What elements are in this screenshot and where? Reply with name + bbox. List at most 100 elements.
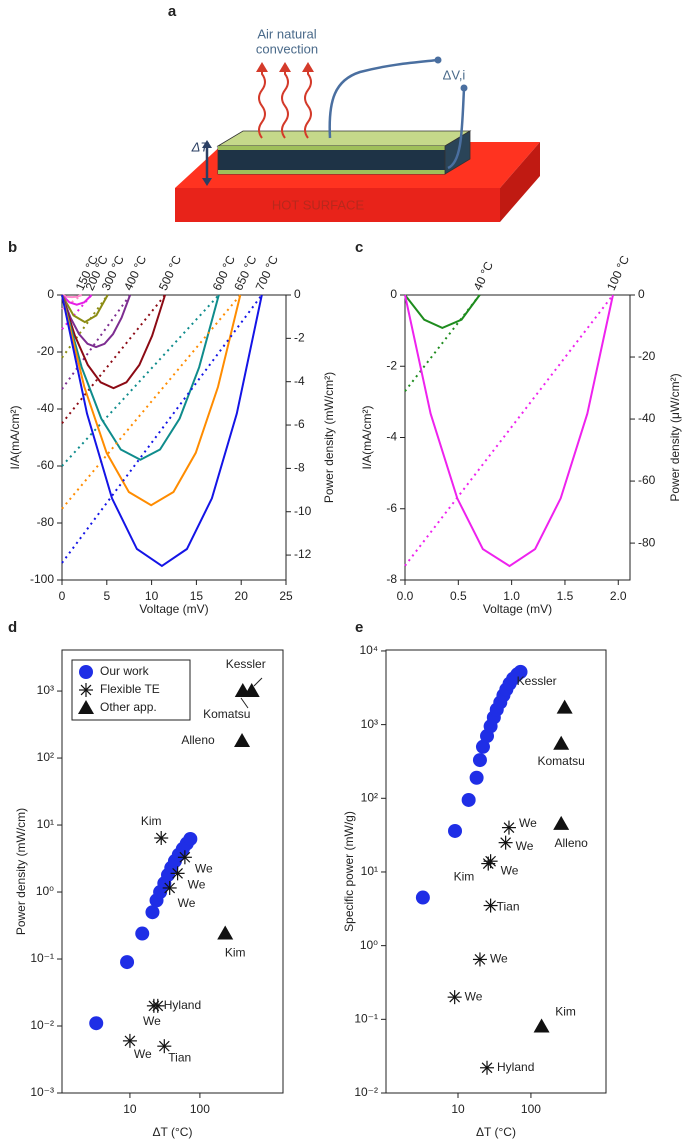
- series-label: 500 °C: [156, 253, 184, 293]
- y-tick-label: 10⁻²: [354, 1085, 378, 1099]
- y-tick-label: 10²: [37, 750, 54, 764]
- x-tick-label: 25: [279, 589, 293, 603]
- legend-label: Other app.: [100, 700, 157, 714]
- legend-label: Our work: [100, 664, 150, 678]
- wire: [447, 87, 466, 170]
- data-point: [234, 683, 251, 698]
- x-tick-label: 0: [59, 589, 66, 603]
- y-tick-label: 10³: [361, 717, 378, 731]
- x-tick-label: 2.0: [610, 589, 627, 603]
- y2-tick-label: -40: [638, 411, 656, 425]
- y-tick-label: 10⁰: [360, 938, 378, 952]
- y2-tick-label: -6: [294, 417, 305, 431]
- legend-label: Flexible TE: [100, 682, 160, 696]
- pointer-arrow: [253, 677, 263, 687]
- data-point: [217, 925, 234, 940]
- panel-label: b: [8, 239, 17, 256]
- point-label: We: [134, 1047, 152, 1061]
- x-axis-title: ΔT (°C): [153, 1125, 193, 1139]
- y-axis-title: Specific power (mW/g): [342, 811, 356, 932]
- point-label: Tian: [497, 900, 520, 914]
- wire: [328, 58, 439, 139]
- data-point: [475, 739, 490, 754]
- data-point: [483, 898, 498, 913]
- series-label: 100 °C: [604, 253, 632, 293]
- star-stroke: [485, 900, 496, 911]
- data-point: [513, 664, 528, 679]
- y2-axis-title: Power density (μW/cm²): [668, 373, 682, 501]
- point-label: We: [501, 863, 519, 877]
- point-label: We: [188, 878, 206, 892]
- x-axis-title: Voltage (mV): [483, 602, 552, 616]
- star-stroke: [179, 851, 191, 863]
- x-tick-label: 10: [145, 589, 159, 603]
- terminal: [460, 84, 468, 92]
- series-line: [61, 294, 166, 390]
- star-stroke: [80, 684, 92, 696]
- device-strip: [218, 170, 445, 174]
- series-line: [61, 294, 220, 461]
- data-point: [122, 1033, 137, 1048]
- data-point: [183, 831, 198, 846]
- data-point: [501, 820, 516, 835]
- y2-axis-title: Power density (mW/cm²): [322, 372, 336, 503]
- x-tick-label: 100: [190, 1102, 210, 1116]
- y-tick-label: 10⁴: [359, 643, 378, 657]
- point-label: We: [143, 1014, 161, 1028]
- point-label: Hyland: [497, 1060, 534, 1074]
- surface-label: HOT SURFACE: [272, 197, 365, 212]
- y2-tick-label: -12: [294, 547, 312, 561]
- data-point: [146, 998, 161, 1013]
- series-line: [61, 294, 220, 467]
- point-label: We: [516, 839, 534, 853]
- arrow-head: [302, 62, 314, 72]
- star-stroke: [503, 822, 515, 833]
- y-tick-label: 10¹: [361, 864, 378, 878]
- series-line: [404, 294, 481, 392]
- data-point: [480, 1060, 495, 1075]
- y-tick-label: -100: [30, 572, 54, 586]
- device-strip: [218, 146, 445, 150]
- y-tick-label: -60: [37, 458, 55, 472]
- y-tick-label: -20: [37, 344, 55, 358]
- data-point: [89, 1016, 104, 1031]
- point-label: Alleno: [181, 733, 215, 747]
- series-line: [404, 294, 614, 568]
- star-stroke: [172, 867, 183, 879]
- point-label: We: [519, 816, 537, 830]
- x-tick-label: 0.5: [450, 589, 467, 603]
- x-axis-title: ΔT (°C): [476, 1125, 516, 1139]
- series-line: [61, 294, 242, 507]
- y-tick-label: 10³: [37, 683, 54, 697]
- data-point: [472, 952, 487, 967]
- data-point: [177, 850, 192, 865]
- x-tick-label: 20: [235, 589, 249, 603]
- point-label: Kim: [454, 870, 475, 884]
- data-point: [157, 1039, 172, 1054]
- x-tick-label: 10: [123, 1102, 137, 1116]
- data-point: [472, 753, 487, 768]
- point-label: Kim: [225, 946, 246, 960]
- data-point: [415, 890, 430, 905]
- x-tick-label: 100: [521, 1102, 541, 1116]
- star-stroke: [124, 1035, 136, 1047]
- panel-a-illustration: a Air natural convection ΔV,i ΔT HOT SUR…: [168, 3, 540, 222]
- hot-surface-front: [175, 188, 500, 222]
- point-label: Komatsu: [538, 754, 585, 768]
- data-point: [469, 770, 484, 785]
- data-point: [135, 926, 150, 941]
- data-point: [498, 835, 513, 850]
- device-front: [217, 145, 446, 175]
- hot-surface-side: [500, 142, 540, 222]
- star-stroke: [164, 882, 176, 894]
- series-label: 40 °C: [471, 259, 497, 293]
- star-stroke: [482, 858, 494, 869]
- y-tick-label: -4: [386, 430, 397, 444]
- series-line: [404, 294, 481, 329]
- point-label: Kim: [141, 814, 162, 828]
- data-point: [461, 792, 476, 807]
- data-point: [533, 1018, 550, 1033]
- y2-tick-label: -80: [638, 535, 656, 549]
- panel-label: a: [168, 3, 177, 20]
- data-point: [162, 880, 177, 895]
